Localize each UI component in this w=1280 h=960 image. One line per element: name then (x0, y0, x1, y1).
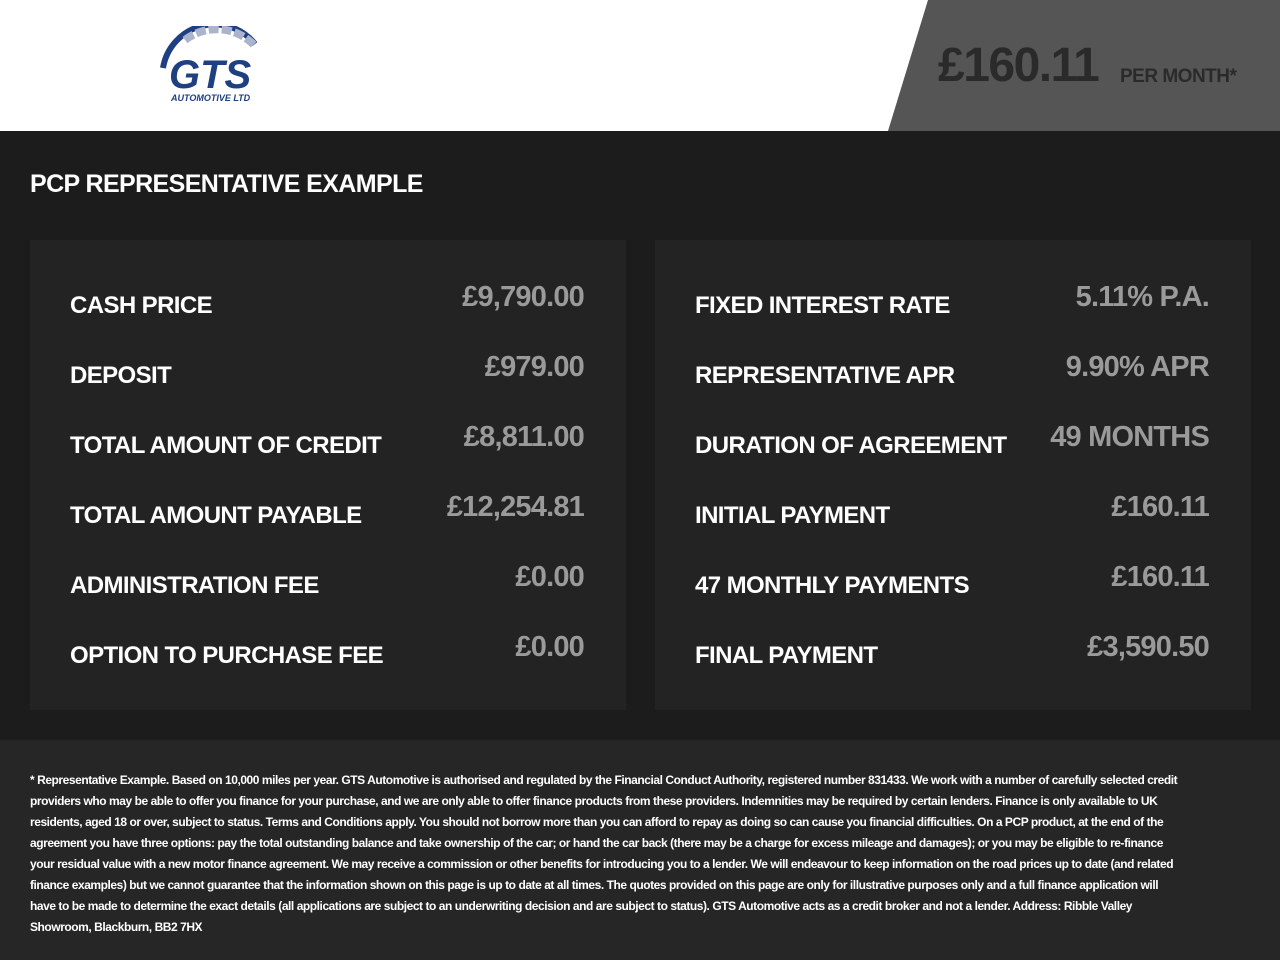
row-value: £9,790.00 (462, 281, 585, 313)
finance-row: OPTION TO PURCHASE FEE £0.00 (70, 630, 585, 670)
row-label: CASH PRICE (70, 292, 213, 319)
left-panel: CASH PRICE £9,790.00 DEPOSIT £979.00 TOTAL A… (30, 240, 626, 710)
row-value: £0.00 (515, 561, 584, 593)
row-label: ADMINISTRATION FEE (70, 572, 319, 599)
finance-row: TOTAL AMOUNT OF CREDIT £8,811.00 (70, 420, 585, 460)
disclaimer-text: * Representative Example. Based on 10,00… (30, 773, 1178, 934)
finance-row: 47 MONTHLY PAYMENTS £160.11 (695, 560, 1210, 600)
row-label: TOTAL AMOUNT PAYABLE (70, 502, 362, 529)
finance-row: ADMINISTRATION FEE £0.00 (70, 560, 585, 600)
finance-row: FIXED INTEREST RATE 5.11% P.A. (695, 280, 1210, 320)
finance-row: DEPOSIT £979.00 (70, 350, 585, 390)
row-label: OPTION TO PURCHASE FEE (70, 642, 384, 669)
row-label: REPRESENTATIVE APR (695, 362, 955, 389)
row-label: FIXED INTEREST RATE (695, 292, 950, 319)
row-value: £0.00 (515, 631, 584, 663)
row-value: £160.11 (1111, 561, 1209, 593)
finance-row: REPRESENTATIVE APR 9.90% APR (695, 350, 1210, 390)
svg-text:GTS: GTS (169, 53, 252, 97)
header: GTS AUTOMOTIVE LTD £160.11 PER MONTH* (0, 0, 1280, 131)
finance-row: DURATION OF AGREEMENT 49 MONTHS (695, 420, 1210, 460)
price-box (888, 0, 1280, 131)
row-label: INITIAL PAYMENT (695, 502, 890, 529)
row-value: £160.11 (1111, 491, 1209, 523)
page-title: PCP REPRESENTATIVE EXAMPLE (30, 170, 423, 198)
row-label: TOTAL AMOUNT OF CREDIT (70, 432, 382, 459)
row-value: 49 MONTHS (1050, 421, 1210, 453)
per-month-label: PER MONTH* (1120, 66, 1237, 87)
row-label: DURATION OF AGREEMENT (695, 432, 1007, 459)
row-value: £979.00 (484, 351, 585, 383)
row-label: DEPOSIT (70, 362, 172, 389)
finance-row: INITIAL PAYMENT £160.11 (695, 490, 1210, 530)
row-label: 47 MONTHLY PAYMENTS (695, 572, 970, 599)
row-label: FINAL PAYMENT (695, 642, 878, 669)
finance-row: TOTAL AMOUNT PAYABLE £12,254.81 (70, 490, 585, 530)
row-value: £12,254.81 (446, 491, 585, 523)
right-panel: FIXED INTEREST RATE 5.11% P.A. REPRESENTAT… (655, 240, 1251, 710)
row-value: 5.11% P.A. (1075, 281, 1210, 313)
finance-row: FINAL PAYMENT £3,590.50 (695, 630, 1210, 670)
finance-row: CASH PRICE £9,790.00 (70, 280, 585, 320)
gts-logo: GTS AUTOMOTIVE LTD (160, 26, 258, 103)
footer: * Representative Example. Based on 10,00… (0, 740, 1280, 960)
svg-text:AUTOMOTIVE LTD: AUTOMOTIVE LTD (170, 93, 251, 103)
monthly-price: £160.11 (938, 39, 1100, 92)
row-value: £3,590.50 (1087, 631, 1210, 663)
row-value: 9.90% APR (1065, 351, 1210, 383)
row-value: £8,811.00 (463, 421, 585, 453)
